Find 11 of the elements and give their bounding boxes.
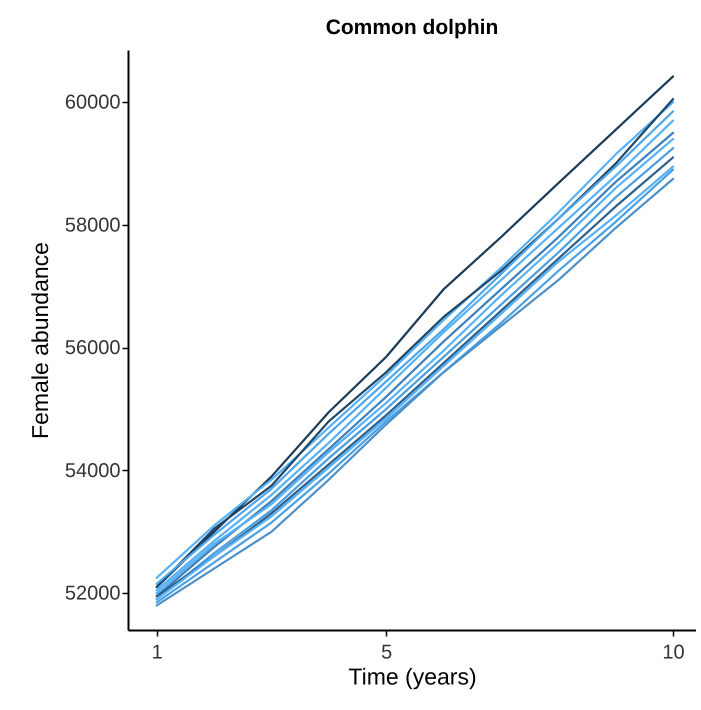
x-axis-title: Time (years) xyxy=(348,664,477,690)
y-tick-label: 56000 xyxy=(64,337,120,360)
y-tick-label: 60000 xyxy=(64,92,120,114)
chart-title: Common dolphin xyxy=(326,16,498,39)
x-tick-label: 10 xyxy=(662,642,685,664)
y-tick-label: 54000 xyxy=(64,460,120,482)
x-tick-label: 5 xyxy=(381,642,392,664)
y-tick-label: 58000 xyxy=(64,214,120,236)
y-tick-label: 52000 xyxy=(64,582,120,605)
y-axis-title: Female abundance xyxy=(26,242,53,439)
x-tick-label: 1 xyxy=(152,642,163,664)
